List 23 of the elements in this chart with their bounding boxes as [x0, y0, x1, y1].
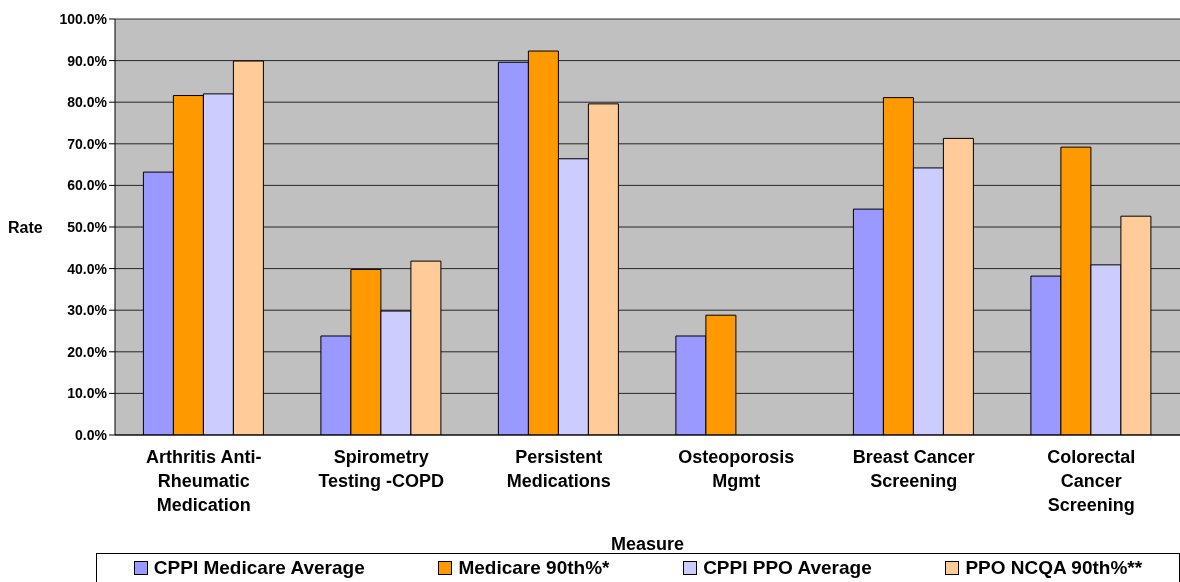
- x-tick-label: Osteoporosis Mgmt: [678, 447, 795, 491]
- x-tick-label: Arthritis Anti-Rheumatic Medication: [146, 447, 262, 515]
- x-tick-label: Colorectal Cancer Screening: [1047, 447, 1136, 515]
- x-tick-label: Breast Cancer Screening: [852, 447, 975, 491]
- legend-label: Medicare 90th%*: [458, 557, 610, 579]
- y-tick-label: 60.0%: [67, 177, 108, 194]
- y-tick-label: 70.0%: [67, 135, 108, 152]
- y-tick-label: 100.0%: [59, 10, 108, 27]
- y-tick-label: 10.0%: [67, 385, 108, 402]
- y-tick-label: 50.0%: [67, 218, 108, 235]
- x-tick-label: Spirometry Testing -COPD: [318, 447, 445, 491]
- y-tick-label: 80.0%: [67, 94, 108, 111]
- y-axis-title: Rate: [8, 218, 43, 236]
- legend-label: PPO NCQA 90th%**: [965, 557, 1143, 579]
- y-tick-label: 0.0%: [75, 426, 108, 443]
- x-axis-title: Measure: [610, 534, 685, 554]
- legend-label: CPPI PPO Average: [703, 557, 872, 579]
- y-tick-label: 30.0%: [67, 302, 108, 319]
- y-tick-label: 90.0%: [67, 52, 108, 69]
- x-tick-label: Persistent Medications: [506, 447, 611, 491]
- legend-label: CPPI Medicare Average: [153, 557, 365, 579]
- y-tick-label: 20.0%: [67, 343, 108, 360]
- y-tick-label: 40.0%: [67, 260, 108, 277]
